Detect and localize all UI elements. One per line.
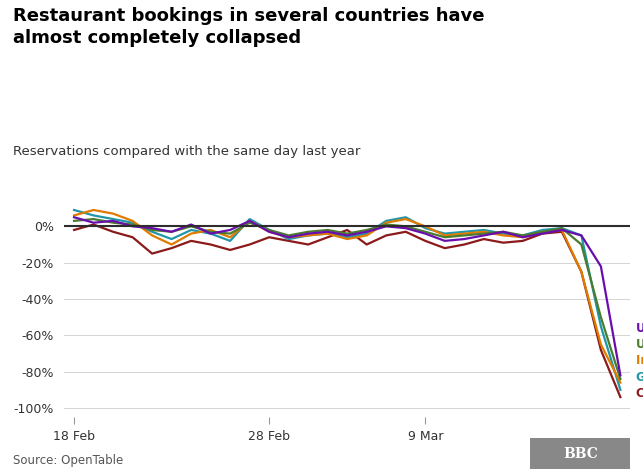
Text: Canada -94%: Canada -94% (636, 387, 643, 400)
Text: US -84%: US -84% (636, 338, 643, 351)
Text: BBC: BBC (563, 447, 598, 461)
Text: Germany -90%: Germany -90% (636, 371, 643, 383)
Text: Restaurant bookings in several countries have
almost completely collapsed: Restaurant bookings in several countries… (13, 7, 484, 46)
Text: UK -82%: UK -82% (636, 321, 643, 335)
Text: Source: OpenTable: Source: OpenTable (13, 454, 123, 467)
Text: Reservations compared with the same day last year: Reservations compared with the same day … (13, 145, 360, 157)
Text: Ireland -86%: Ireland -86% (636, 354, 643, 367)
